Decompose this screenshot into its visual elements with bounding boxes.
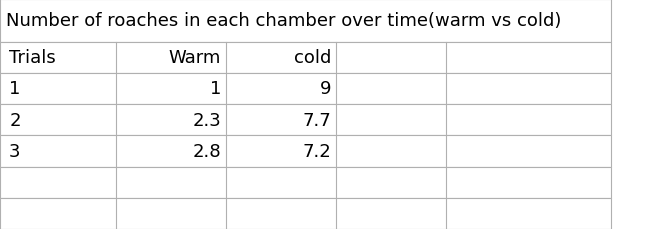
Bar [0,167,611,198]
Text: 7.2: 7.2 [302,142,331,160]
Text: 3: 3 [9,142,20,160]
Text: Trials: Trials [9,49,56,67]
Bar [0,136,611,167]
Text: 2: 2 [9,111,20,129]
Text: Number of roaches in each chamber over time(warm vs cold): Number of roaches in each chamber over t… [6,12,562,30]
Bar [0,42,611,74]
Bar [0,74,611,105]
Text: 2.8: 2.8 [193,142,221,160]
Bar [0,198,611,229]
Text: Warm: Warm [169,49,221,67]
Bar [0,105,611,136]
Text: 9: 9 [319,80,331,98]
Text: cold: cold [294,49,331,67]
Text: 1: 1 [210,80,221,98]
Text: 2.3: 2.3 [193,111,221,129]
Bar [0,0,611,42]
Text: 7.7: 7.7 [302,111,331,129]
Text: 1: 1 [9,80,20,98]
